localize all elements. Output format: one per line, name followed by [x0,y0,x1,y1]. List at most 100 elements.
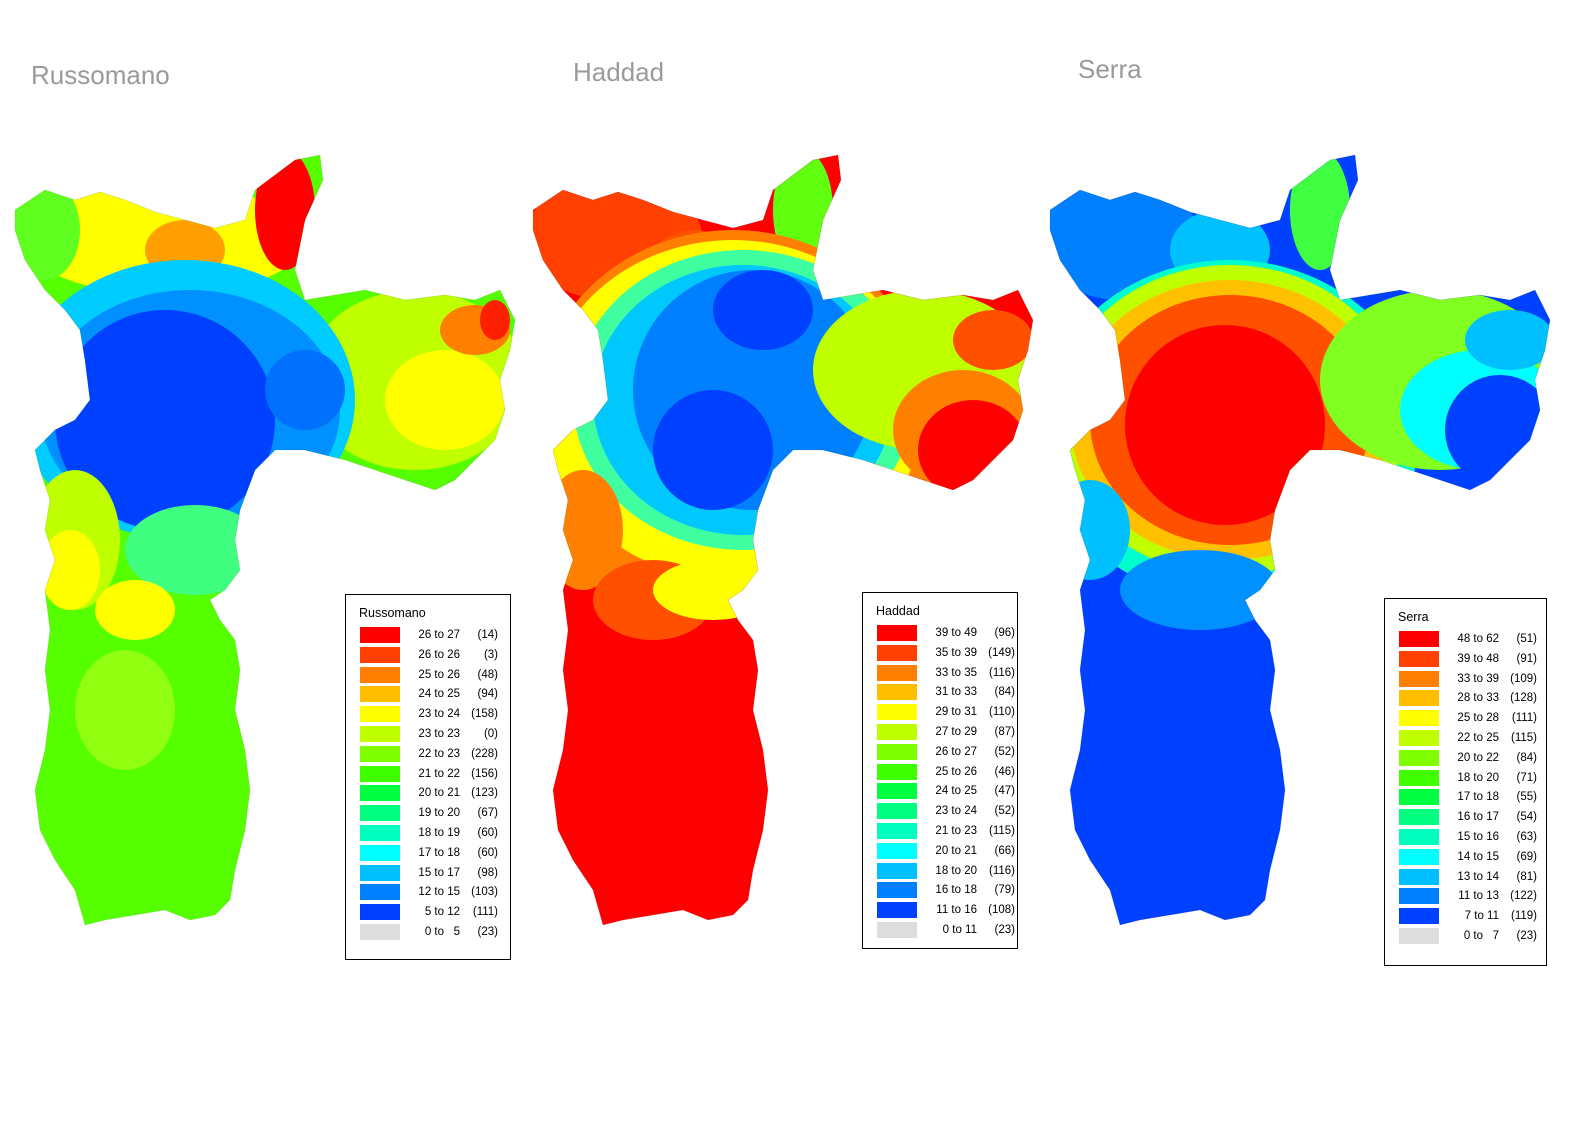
legend-count: (52) [994,745,1015,758]
legend-swatch [877,922,917,938]
legend-entry: 16 to 18 (79) [877,882,1015,899]
legend-entry: 39 to 49 (96) [877,625,1015,641]
legend-count: (96) [994,627,1015,639]
legend-swatch [360,646,400,663]
legend-swatch [360,745,400,762]
legend-count: (3) [483,648,498,661]
legend-swatch [360,825,400,841]
legend-entry: 24 to 25 (47) [877,783,1015,800]
legend-range: 25 to 28 [1457,712,1499,725]
legend-range: 48 to 62 [1457,633,1499,645]
legend-range: 18 to 19 [418,827,460,839]
legend-count: (123) [471,787,498,800]
legend-range: 22 to 23 [418,747,460,760]
legend-swatch [877,743,917,760]
legend-range: 22 to 25 [1457,732,1499,744]
legend-entry: 33 to 39 (109) [1399,670,1537,687]
legend-swatch [1399,670,1439,687]
legend-serra: Serra 48 to 62 (51) 39 to 48 (91) 33 to 39 (1… [1384,598,1547,966]
legend-count: (69) [1516,850,1537,863]
legend-count: (48) [477,668,498,681]
legend-range: 13 to 14 [1457,870,1499,883]
legend-swatch [360,765,400,782]
legend-count: (79) [994,884,1015,897]
legend-count: (115) [989,825,1015,837]
legend-range: 20 to 21 [418,787,460,800]
legend-count: (116) [989,864,1015,877]
legend-swatch [877,664,917,681]
legend-swatch [877,803,917,820]
legend-swatch [877,882,917,899]
legend-swatch [360,924,400,940]
legend-title: Haddad [876,604,920,618]
legend-range: 16 to 18 [935,884,977,897]
legend-entry: 15 to 17 (98) [360,864,498,881]
legend-entry: 7 to 11 (119) [1399,908,1537,925]
legend-count: (84) [994,686,1015,699]
legend-count: (66) [994,844,1015,857]
legend-range: 23 to 23 [418,728,460,740]
legend-entry: 24 to 25 (94) [360,686,498,703]
legend-range: 18 to 20 [935,864,977,877]
legend-count: (47) [994,785,1015,798]
legend-haddad: Haddad 39 to 49 (96) 35 to 39 (149) 33 to 35… [862,592,1018,949]
legend-count: (52) [994,805,1015,818]
legend-swatch [877,684,917,701]
legend-range: 5 to 12 [424,906,460,919]
legend-range: 25 to 26 [418,668,460,681]
legend-range: 35 to 39 [935,646,977,659]
legend-count: (109) [1510,672,1537,685]
legend-count: (119) [1511,910,1537,923]
legend-count: (14) [477,629,498,641]
legend-entry: 31 to 33 (84) [877,684,1015,701]
legend-entry: 27 to 29 (87) [877,724,1015,740]
legend-count: (149) [988,646,1015,659]
legend-count: (115) [1511,732,1537,744]
legend-entry: 48 to 62 (51) [1399,631,1537,647]
legend-count: (87) [994,726,1015,738]
legend-count: (91) [1516,652,1537,665]
legend-range: 27 to 29 [935,726,977,738]
legend-range: 25 to 26 [935,765,977,778]
legend-range: 31 to 33 [935,686,977,699]
legend-swatch [1399,730,1439,746]
legend-range: 0 to 11 [942,924,977,936]
legend-swatch [1399,888,1439,905]
legend-range: 11 to 16 [936,904,977,917]
legend-swatch [1399,928,1439,944]
legend-count: (111) [1511,712,1537,725]
legend-entry: 25 to 26 (46) [877,763,1015,780]
legend-range: 26 to 26 [418,648,460,661]
legend-swatch [360,706,400,723]
legend-range: 15 to 17 [418,866,460,879]
legend-range: 20 to 22 [1457,751,1499,764]
legend-count: (54) [1516,811,1537,824]
legend-swatch [877,862,917,879]
legend-count: (84) [1516,751,1537,764]
legend-range: 17 to 18 [418,846,460,859]
legend-swatch [1399,868,1439,885]
legend-swatch [1399,710,1439,727]
legend-entry: 22 to 25 (115) [1399,730,1537,746]
legend-entry: 22 to 23 (228) [360,745,498,762]
legend-entry: 17 to 18 (55) [1399,789,1537,806]
legend-range: 39 to 48 [1457,652,1499,665]
legend-entry: 28 to 33 (128) [1399,690,1537,707]
legend-range: 33 to 39 [1457,672,1499,685]
legend-swatch [360,864,400,881]
legend-count: (63) [1516,831,1537,843]
legend-entry: 25 to 28 (111) [1399,710,1537,727]
legend-entry: 18 to 19 (60) [360,825,498,841]
legend-entry: 16 to 17 (54) [1399,809,1537,826]
legend-swatch [877,823,917,839]
legend-count: (98) [477,866,498,879]
legend-count: (46) [994,765,1015,778]
legend-swatch [360,844,400,861]
legend-swatch [877,763,917,780]
legend-range: 21 to 22 [418,767,460,780]
legend-count: (81) [1516,870,1537,883]
legend-entry: 23 to 24 (158) [360,706,498,723]
legend-swatch [1399,749,1439,766]
legend-entry: 39 to 48 (91) [1399,650,1537,667]
legend-range: 21 to 23 [935,825,977,837]
